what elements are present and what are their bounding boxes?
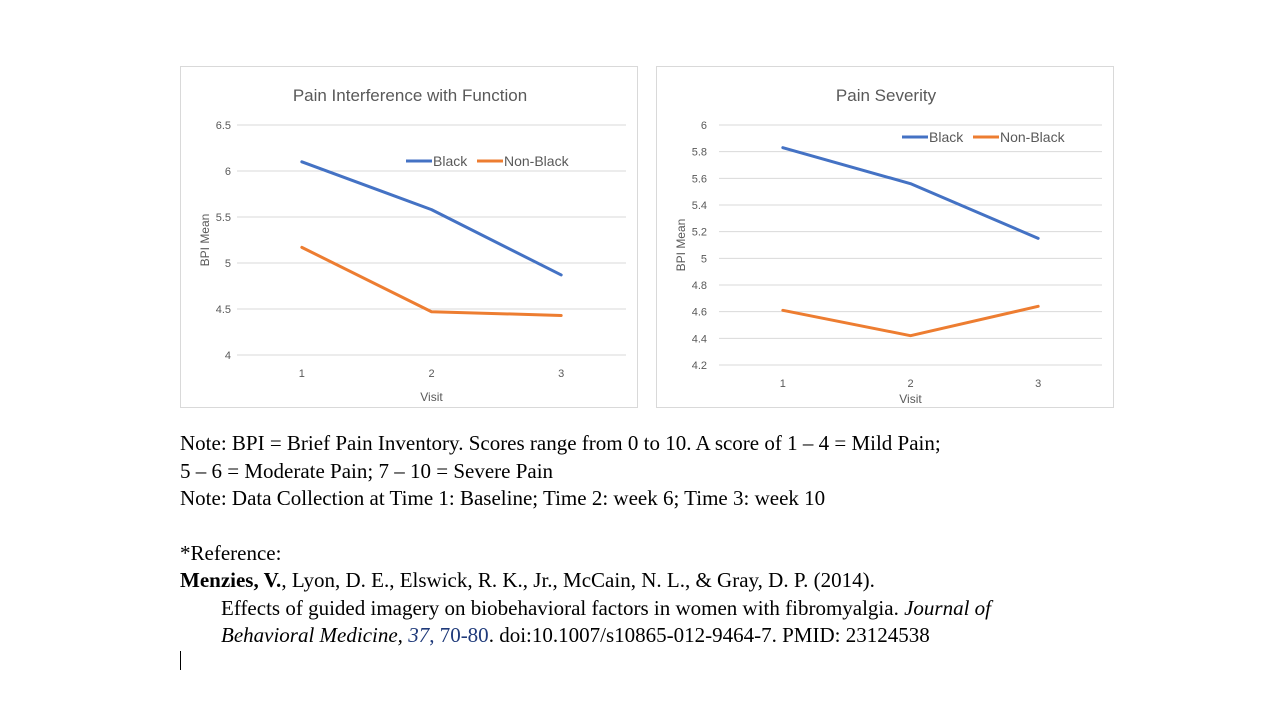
x-axis-label: Visit: [899, 392, 922, 406]
reference-comma: ,: [429, 623, 440, 647]
reference-journal-part1: Journal of: [904, 595, 992, 620]
y-tick-label: 5.4: [692, 200, 707, 212]
y-tick-label: 4.2: [692, 360, 707, 372]
x-tick-label: 2: [428, 368, 434, 380]
chart-pain-severity: Pain Severity 4.2 4.4 4.6 4.8 5 5.2 5.4 5.6 5.8 6 1…: [656, 66, 1114, 408]
x-tick-label: 1: [780, 378, 786, 390]
reference-doi: . doi:10.1007/s10865-012-9464-7. PMID: 2…: [488, 623, 930, 647]
x-tick-label: 1: [299, 368, 305, 380]
reference-first-author: Menzies, V.: [180, 568, 282, 592]
y-tick-label: 4.8: [692, 280, 707, 292]
y-tick-label: 5.5: [216, 212, 231, 224]
legend-label: Black: [433, 153, 468, 169]
y-axis-label: BPI Mean: [198, 214, 212, 267]
y-tick-label: 4.5: [216, 304, 231, 316]
legend-label: Non-Black: [1000, 129, 1066, 145]
reference-title-line: Effects of guided imagery on biobehavior…: [180, 595, 1180, 623]
spacer: [180, 513, 1180, 540]
y-tick-label: 4.4: [692, 333, 707, 345]
y-tick-label: 4.6: [692, 307, 707, 319]
chart-svg: Pain Severity 4.2 4.4 4.6 4.8 5 5.2 5.4 5.6 5.8 6 1…: [674, 86, 1102, 406]
y-tick-label: 4: [225, 350, 231, 362]
x-tick-label: 3: [558, 368, 564, 380]
reference-heading: *Reference:: [180, 540, 282, 565]
reference-other-authors: , Lyon, D. E., Elswick, R. K., Jr., McCa…: [281, 568, 875, 592]
x-axis-label: Visit: [420, 390, 443, 404]
series-line-black: [781, 146, 1040, 240]
text-cursor: [180, 651, 181, 670]
x-tick-label: 2: [907, 378, 913, 390]
legend-label: Non-Black: [504, 153, 570, 169]
note-line-3: Note: Data Collection at Time 1: Baselin…: [180, 486, 826, 510]
y-tick-label: 5.8: [692, 147, 707, 159]
series-line-non-black: [300, 245, 563, 317]
chart-svg: Pain Interference with Function 4 4.5 5 5.5 6…: [198, 86, 626, 404]
notes-section: Note: BPI = Brief Pain Inventory. Scores…: [180, 430, 1180, 650]
note-line-1: Note: BPI = Brief Pain Inventory. Scores…: [180, 431, 941, 455]
reference-journal-part2: Behavioral Medicine,: [221, 623, 409, 647]
y-tick-label: 5.6: [692, 173, 707, 185]
reference-pages: 70-80: [439, 623, 489, 647]
y-tick-label: 5: [225, 258, 231, 270]
reference-authors: Menzies, V., Lyon, D. E., Elswick, R. K.…: [180, 567, 1180, 595]
x-tick-label: 3: [1035, 378, 1041, 390]
chart-pain-interference: Pain Interference with Function 4 4.5 5 5.5 6…: [180, 66, 638, 408]
legend-label: Black: [929, 129, 964, 145]
y-tick-label: 6: [225, 166, 231, 178]
y-axis-label: BPI Mean: [674, 219, 688, 272]
chart-title: Pain Interference with Function: [293, 86, 527, 105]
reference-volume: 37: [408, 623, 430, 647]
y-tick-label: 5: [701, 253, 707, 265]
reference-title: Effects of guided imagery on biobehavior…: [221, 595, 905, 620]
note-line-2: 5 – 6 = Moderate Pain; 7 – 10 = Severe P…: [180, 458, 554, 483]
series-line-black: [300, 160, 563, 277]
reference-journal-line: Behavioral Medicine, 37, 70-80. doi:10.1…: [180, 622, 1180, 650]
series-line-non-black: [781, 304, 1040, 338]
y-tick-label: 6.5: [216, 120, 231, 132]
y-tick-label: 6: [701, 120, 707, 132]
y-tick-label: 5.2: [692, 227, 707, 239]
chart-title: Pain Severity: [836, 86, 937, 105]
